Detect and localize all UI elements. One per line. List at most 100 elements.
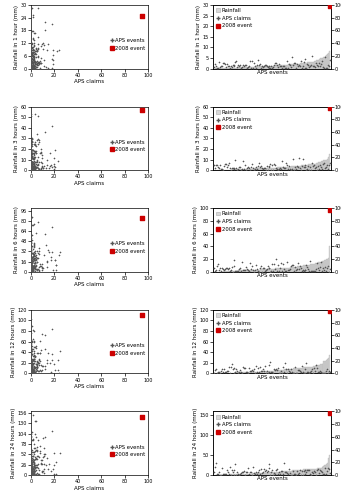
Point (30, 154, 36, 162)
Point (30, 470, 35, 478)
Point (312, 62, 317, 70)
Point (30, 163, 35, 171)
Bar (304, 368, 305, 374)
Point (211, 63, 217, 71)
Point (29, 156, 34, 164)
Point (30, 368, 35, 376)
Point (31, 460, 36, 468)
Point (36, 359, 41, 367)
Point (253, 262, 258, 270)
Point (242, 161, 248, 169)
Point (316, 469, 322, 477)
Bar (260, 270, 261, 272)
Bar (327, 359, 328, 374)
Point (28, 264, 34, 272)
Point (32, 430, 38, 438)
Point (268, 64, 273, 72)
Bar (325, 260, 326, 272)
Point (321, 64, 327, 72)
Point (33, 417, 39, 425)
Bar (311, 62, 312, 68)
Bar (306, 165, 307, 170)
Bar (267, 472, 268, 475)
Bar (266, 269, 267, 272)
Bar (266, 472, 267, 475)
Point (31, 58, 37, 66)
Point (30, 254, 35, 262)
Point (36, 152, 41, 160)
Bar (314, 62, 315, 68)
Point (31, 160, 37, 168)
Bar (303, 470, 304, 475)
Point (30, 367, 35, 375)
Point (28, 164, 33, 172)
Point (39, 366, 45, 374)
Bar (267, 66, 268, 68)
Bar (230, 474, 231, 475)
Point (30, 369, 36, 377)
Point (29, 154, 34, 162)
Point (236, 266, 241, 274)
Bar (255, 66, 256, 68)
Point (327, 104, 332, 112)
Point (257, 163, 263, 171)
Point (327, 206, 332, 214)
Point (32, 256, 38, 264)
Point (36, 164, 42, 172)
Point (28, 458, 34, 466)
Point (253, 362, 258, 370)
Point (29, 366, 35, 374)
Point (239, 62, 245, 70)
Point (32, 368, 37, 376)
Point (229, 466, 234, 473)
Point (28, 464, 34, 472)
Point (282, 64, 288, 72)
Point (293, 64, 298, 72)
Point (44, 161, 49, 169)
Point (35, 59, 41, 67)
Point (32, 354, 38, 362)
Point (31, 54, 36, 62)
Point (30, 470, 35, 478)
Point (29, 62, 34, 70)
Point (28, 157, 33, 165)
Point (326, 268, 331, 276)
Point (30, 62, 35, 70)
Point (36, 254, 41, 262)
Bar (232, 372, 233, 374)
Bar (233, 271, 234, 272)
Point (247, 367, 253, 375)
Point (140, 106, 145, 114)
Bar (276, 168, 277, 170)
Point (29, 64, 34, 72)
Point (51, 154, 57, 162)
Point (45, 454, 50, 462)
Point (265, 467, 270, 475)
Bar (291, 470, 292, 475)
Point (30, 52, 35, 60)
Point (289, 368, 295, 376)
Point (295, 470, 300, 478)
Point (31, 157, 37, 165)
Bar (250, 270, 251, 272)
Bar (294, 166, 295, 170)
Bar (228, 372, 229, 374)
Point (311, 162, 316, 170)
Point (31, 58, 36, 66)
Bar (304, 165, 305, 170)
Point (31, 64, 36, 72)
Point (272, 264, 278, 272)
Bar (258, 473, 259, 475)
Bar (328, 358, 329, 374)
Point (258, 366, 264, 374)
Point (31, 464, 36, 472)
Point (29, 265, 34, 273)
Point (31, 264, 36, 272)
Bar (288, 166, 290, 170)
Point (39, 164, 44, 172)
Point (280, 362, 286, 370)
Point (320, 63, 326, 71)
Point (29, 162, 34, 170)
Bar (297, 368, 298, 374)
Point (272, 365, 277, 373)
